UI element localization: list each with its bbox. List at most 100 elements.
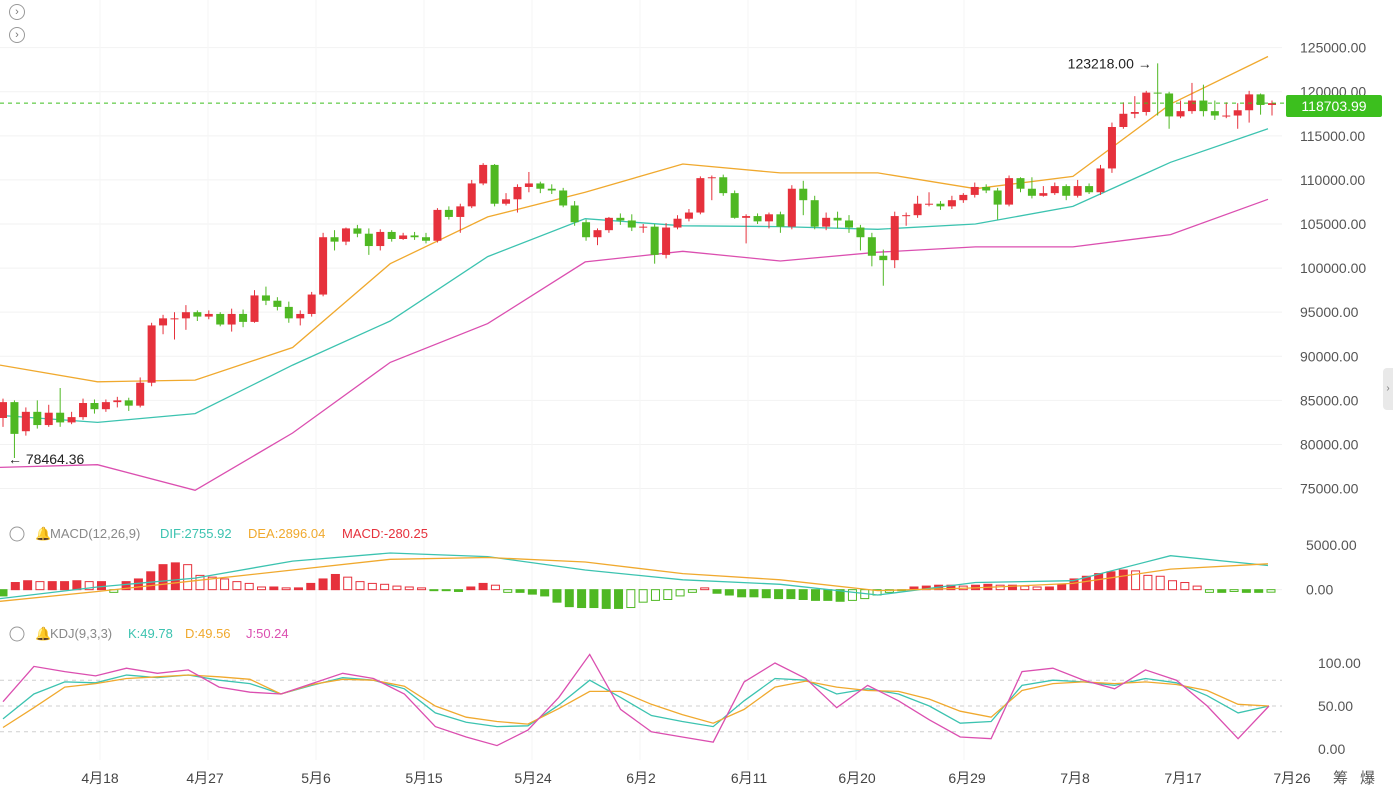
candle-body bbox=[776, 214, 785, 227]
candle-body bbox=[1085, 186, 1094, 193]
candle-body bbox=[604, 217, 613, 231]
candle-body bbox=[10, 402, 19, 434]
candle-body bbox=[193, 312, 202, 317]
candle-body bbox=[1016, 178, 1025, 189]
macd-bar bbox=[663, 589, 673, 600]
candle-body bbox=[1119, 113, 1128, 127]
bell-icon: 🔔 bbox=[35, 526, 51, 541]
macd-bar bbox=[441, 589, 451, 592]
candle-body bbox=[239, 313, 248, 322]
macd-bar bbox=[158, 564, 168, 591]
candle-body bbox=[993, 190, 1002, 205]
macd-bar bbox=[183, 564, 193, 591]
macd-bar bbox=[84, 581, 94, 591]
candle-body bbox=[810, 200, 819, 227]
macd-bar bbox=[490, 584, 500, 591]
x-tick-label: 6月20 bbox=[838, 770, 876, 786]
candle-body bbox=[113, 400, 122, 403]
expand-icon-2[interactable]: › bbox=[9, 27, 25, 43]
kdj-panel: 🔔KDJ(9,3,3) K:49.78 D:49.56 J:50.24 bbox=[2, 626, 1270, 747]
candle-body bbox=[467, 183, 476, 207]
candle-body bbox=[250, 295, 259, 322]
candle-body bbox=[67, 417, 76, 423]
candle-body bbox=[1027, 188, 1036, 196]
macd-bar bbox=[823, 589, 833, 601]
candle-body bbox=[56, 412, 65, 423]
candle-body bbox=[284, 306, 293, 319]
candle-body bbox=[79, 403, 88, 418]
macd-bar bbox=[380, 583, 390, 591]
candle-body bbox=[902, 215, 911, 217]
candle-body bbox=[204, 313, 213, 317]
macd-bar bbox=[60, 581, 70, 591]
candle-body bbox=[707, 177, 716, 179]
macd-bar bbox=[330, 573, 340, 591]
macd-y-tick: 5000.00 bbox=[1306, 537, 1357, 553]
kdj-d-value: D:49.56 bbox=[185, 626, 231, 641]
x-tick-label: 7月17 bbox=[1164, 770, 1202, 786]
candle-body bbox=[742, 216, 751, 218]
expand-icon[interactable]: › bbox=[9, 4, 25, 20]
macd-bar bbox=[429, 589, 439, 592]
macd-bar bbox=[170, 562, 180, 591]
macd-bar bbox=[540, 589, 550, 597]
macd-panel: 🔔MACD(12,26,9) DIF:2755.92 DEA:2896.04 MACD… bbox=[0, 526, 1276, 609]
candle-body bbox=[833, 217, 842, 221]
y-tick-label: 105000.00 bbox=[1300, 216, 1366, 232]
macd-bar bbox=[1254, 589, 1264, 593]
macd-bar bbox=[774, 589, 784, 600]
boll-upper-line bbox=[0, 55, 1269, 383]
candle-body bbox=[319, 237, 328, 295]
y-tick-label: 115000.00 bbox=[1300, 128, 1365, 144]
macd-bar bbox=[515, 589, 525, 593]
macd-bar bbox=[47, 581, 57, 591]
macd-bar bbox=[1106, 571, 1116, 591]
side-panel-toggle-icon[interactable]: › bbox=[1383, 368, 1393, 410]
macd-dif-line bbox=[0, 552, 1269, 600]
candle-body bbox=[524, 183, 533, 187]
kdj-k-value: K:49.78 bbox=[128, 626, 173, 641]
candle-body bbox=[0, 402, 8, 418]
candle-body bbox=[662, 227, 671, 255]
macd-bar bbox=[1143, 574, 1153, 591]
candle-body bbox=[170, 318, 179, 320]
candle-body bbox=[867, 237, 876, 256]
y-tick-label: 85000.00 bbox=[1300, 392, 1359, 408]
candle-body bbox=[44, 412, 53, 426]
macd-bar bbox=[1180, 582, 1190, 591]
candle-body bbox=[181, 312, 190, 319]
macd-bar bbox=[244, 582, 254, 591]
macd-bar bbox=[257, 586, 267, 591]
x-tick-label: 5月24 bbox=[514, 770, 552, 786]
candle-body bbox=[879, 255, 888, 261]
candle-body bbox=[1153, 92, 1162, 94]
candle-body bbox=[982, 186, 991, 191]
boll-lower-line bbox=[0, 198, 1269, 491]
candle-body bbox=[959, 194, 968, 201]
candle-body bbox=[513, 186, 522, 200]
candle-body bbox=[890, 216, 899, 261]
candle-body bbox=[1256, 94, 1265, 105]
kdj-title: KDJ(9,3,3) bbox=[50, 626, 112, 641]
macd-bar bbox=[478, 582, 488, 591]
burst-icon: 爆 bbox=[1360, 770, 1375, 787]
macd-bar bbox=[1192, 585, 1202, 591]
candle-body bbox=[947, 200, 956, 207]
candle-body bbox=[913, 203, 922, 216]
candle-body bbox=[1199, 100, 1208, 112]
bell-icon: 🔔 bbox=[35, 626, 51, 641]
x-tick-label: 6月11 bbox=[731, 770, 768, 786]
macd-bar bbox=[1118, 569, 1128, 591]
macd-bar bbox=[466, 586, 476, 591]
x-tick-label: 4月18 bbox=[81, 770, 119, 786]
candle-body bbox=[1222, 115, 1231, 117]
candles-layer[interactable] bbox=[0, 63, 1277, 458]
candle-body bbox=[330, 237, 339, 242]
macd-bar bbox=[121, 581, 131, 591]
candle-body bbox=[753, 216, 762, 222]
macd-bar bbox=[146, 571, 156, 591]
axes-labels: 125000.00120000.00115000.00110000.001050… bbox=[81, 40, 1375, 787]
macd-bar bbox=[1057, 583, 1067, 591]
macd-bar bbox=[1131, 570, 1141, 591]
